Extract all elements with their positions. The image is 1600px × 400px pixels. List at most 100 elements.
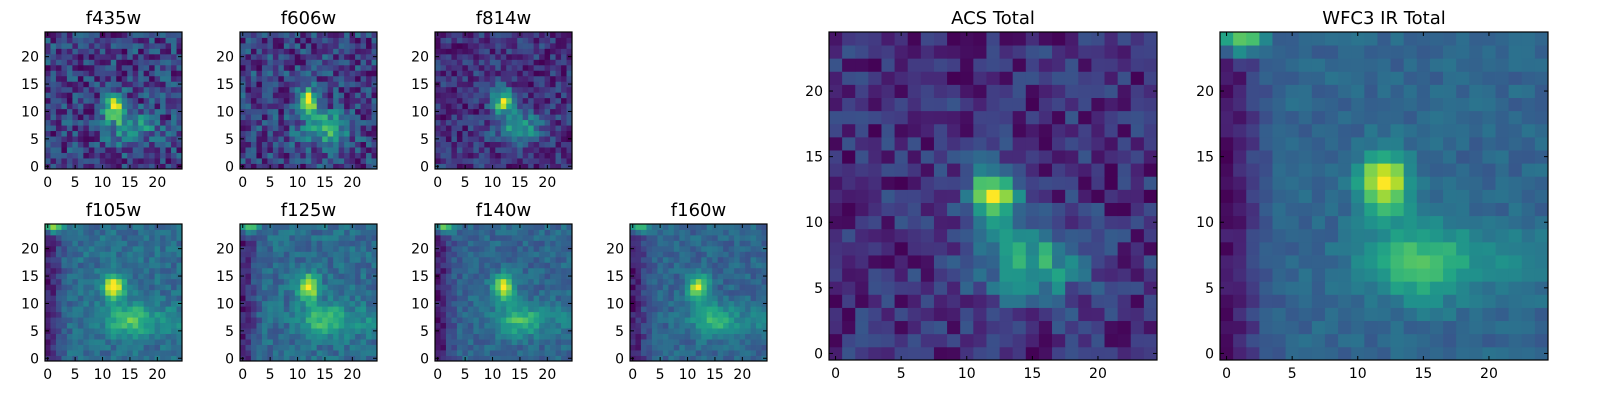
heatmap-cell	[1117, 307, 1132, 322]
heatmap-cell	[66, 37, 73, 44]
heatmap-cell	[322, 278, 329, 285]
heatmap-cell	[750, 295, 757, 302]
heatmap-cell	[761, 224, 768, 230]
heatmap-cell	[1091, 241, 1105, 256]
heatmap-cell	[829, 268, 843, 282]
heatmap-cell	[712, 251, 719, 258]
heatmap-cell	[717, 224, 724, 230]
heatmap-cell	[484, 245, 491, 252]
heatmap-cell	[250, 59, 257, 66]
heatmap-cell	[55, 158, 62, 164]
heatmap-cell	[528, 339, 535, 345]
panel-title: f160w	[671, 200, 726, 221]
heatmap-cell	[143, 317, 150, 324]
heatmap-cell	[445, 322, 452, 329]
heatmap-cell	[116, 53, 123, 60]
heatmap-cell	[99, 147, 106, 153]
heatmap-cell	[143, 141, 150, 148]
heatmap-cell	[467, 152, 474, 159]
heatmap-cell	[544, 103, 551, 110]
heatmap-cell	[566, 70, 573, 77]
heatmap-cell	[528, 262, 535, 269]
heatmap-cell	[138, 141, 145, 148]
heatmap-cell	[250, 224, 257, 230]
heatmap-cell	[355, 108, 361, 115]
heatmap-cell	[338, 53, 345, 60]
heatmap-cell	[366, 328, 372, 334]
heatmap-cell	[533, 103, 540, 110]
heatmap-cell	[440, 70, 447, 77]
heatmap-cell	[668, 284, 675, 291]
heatmap-cell	[1012, 150, 1027, 164]
heatmap-cell	[338, 240, 345, 247]
heatmap-cell	[739, 311, 746, 318]
heatmap-cell	[868, 202, 882, 217]
heatmap-cell	[842, 346, 856, 361]
x-tick-label: 0	[628, 367, 637, 383]
heatmap-cell	[366, 355, 372, 362]
heatmap-cell	[1104, 176, 1119, 190]
heatmap-cell	[77, 59, 84, 66]
heatmap-cell	[149, 48, 155, 55]
heatmap-cell	[717, 328, 724, 334]
heatmap-cell	[440, 42, 447, 49]
heatmap-cell	[240, 229, 246, 236]
heatmap-cell	[72, 256, 79, 263]
heatmap-cell	[245, 295, 252, 302]
heatmap-cell	[77, 224, 84, 230]
heatmap-cell	[960, 268, 974, 282]
heatmap-cell	[829, 163, 843, 177]
heatmap-cell	[511, 42, 518, 49]
heatmap-cell	[533, 130, 540, 137]
heatmap-cell	[272, 37, 279, 44]
heatmap-cell	[473, 163, 480, 170]
heatmap-cell	[894, 241, 909, 256]
heatmap-cell	[245, 229, 252, 236]
heatmap-cell	[171, 59, 177, 66]
heatmap-cell	[728, 245, 735, 252]
heatmap-cell	[245, 119, 252, 126]
heatmap-cell	[327, 234, 334, 241]
heatmap-cell	[316, 300, 323, 307]
heatmap-cell	[1091, 176, 1105, 190]
heatmap-cell	[662, 333, 669, 340]
heatmap-cell	[240, 103, 246, 110]
heatmap-cell	[999, 241, 1014, 256]
heatmap-cell	[842, 150, 856, 164]
heatmap-cell	[679, 295, 686, 302]
heatmap-cell	[116, 245, 123, 252]
heatmap-cell	[1078, 333, 1092, 348]
heatmap-cell	[176, 141, 183, 148]
heatmap-cell	[484, 152, 491, 159]
heatmap-cell	[999, 346, 1014, 361]
heatmap-cell	[121, 152, 128, 159]
heatmap-cell	[50, 97, 57, 104]
heatmap-cell	[116, 295, 123, 302]
heatmap-cell	[528, 300, 535, 307]
heatmap-cell	[734, 300, 740, 307]
heatmap-cell	[451, 333, 458, 340]
heatmap-cell	[745, 278, 751, 285]
heatmap-cell	[261, 262, 268, 269]
heatmap-cell	[366, 152, 372, 159]
heatmap-cell	[61, 240, 68, 247]
heatmap-cell	[116, 224, 123, 230]
heatmap-cell	[933, 307, 948, 322]
heatmap-cell	[690, 311, 697, 318]
heatmap-cell	[160, 245, 166, 252]
heatmap-cell	[881, 176, 895, 190]
heatmap-cell	[311, 317, 318, 324]
heatmap-cell	[1012, 294, 1027, 308]
heatmap-cell	[679, 306, 686, 313]
heatmap-cell	[138, 163, 145, 170]
heatmap-cell	[506, 229, 513, 236]
heatmap-cell	[673, 284, 680, 291]
heatmap-cell	[723, 317, 730, 324]
heatmap-cell	[467, 81, 474, 88]
heatmap-cell	[717, 289, 724, 296]
heatmap-cell	[143, 267, 150, 274]
heatmap-cell	[528, 295, 535, 302]
heatmap-cell	[366, 240, 372, 247]
heatmap-cell	[300, 300, 307, 307]
heatmap-cell	[734, 256, 740, 263]
